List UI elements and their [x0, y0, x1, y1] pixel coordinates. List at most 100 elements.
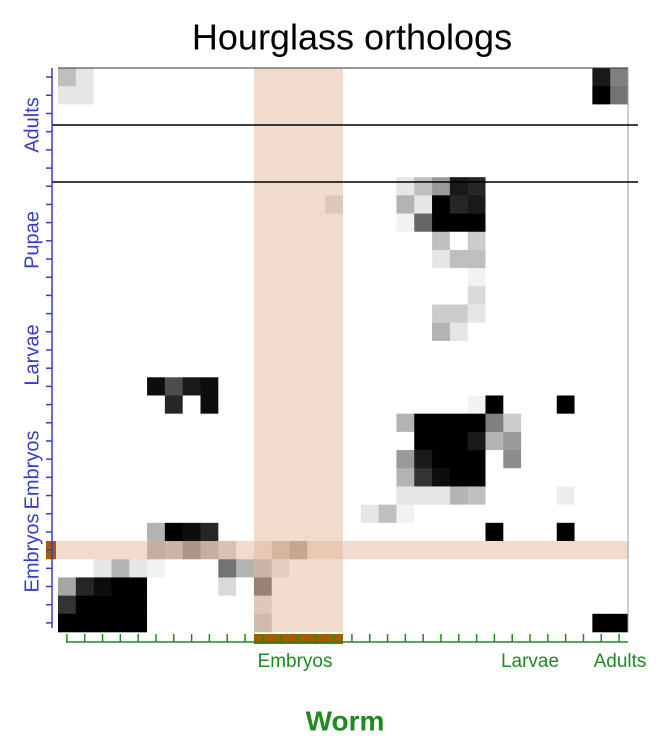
cell: [521, 431, 540, 451]
cell: [218, 377, 237, 396]
cell: [236, 104, 255, 123]
cell: [236, 86, 255, 105]
cell: [592, 413, 611, 433]
cell: [343, 486, 362, 505]
cell: [182, 413, 201, 433]
cell: [236, 231, 255, 251]
cell: [236, 158, 255, 178]
cell: [610, 559, 629, 578]
cell: [432, 68, 451, 87]
cell: [200, 231, 219, 251]
cell: [538, 486, 558, 505]
cell: [58, 304, 77, 324]
cell: [93, 504, 112, 524]
cell: [396, 268, 415, 287]
cell: [236, 522, 255, 542]
cell: [360, 158, 379, 178]
cell: [574, 559, 593, 578]
cell: [378, 595, 397, 615]
cell: [396, 577, 415, 596]
cell: [93, 86, 112, 105]
cell: [75, 140, 94, 160]
cell: [521, 304, 540, 324]
cell: [147, 413, 166, 433]
cell: [111, 559, 130, 578]
cell: [182, 613, 201, 633]
cell: [574, 104, 593, 123]
cell: [521, 340, 540, 360]
x-group-label: Larvae: [501, 651, 559, 672]
cell: [610, 286, 629, 305]
cell: [592, 268, 611, 287]
cell: [343, 431, 362, 451]
cell: [503, 231, 522, 251]
cell: [538, 504, 558, 524]
cell: [147, 468, 166, 487]
cell: [93, 413, 112, 433]
cell: [58, 340, 77, 360]
cell: [147, 359, 166, 378]
cell: [200, 613, 219, 633]
cell: [521, 158, 540, 178]
cell: [538, 431, 558, 451]
cell: [414, 104, 433, 123]
cell: [574, 413, 593, 433]
cell: [75, 177, 94, 196]
cell: [449, 595, 468, 615]
cell: [343, 322, 362, 342]
cell: [592, 522, 611, 542]
cell: [556, 468, 575, 487]
cell: [147, 613, 166, 633]
cell: [93, 304, 112, 324]
cell: [378, 577, 397, 596]
cell: [414, 413, 433, 433]
cell: [111, 340, 130, 360]
cell: [467, 450, 486, 469]
cell: [467, 140, 486, 160]
cell: [129, 104, 148, 123]
cell: [111, 268, 130, 287]
cell: [556, 268, 575, 287]
cell: [378, 450, 397, 469]
cell: [467, 86, 486, 105]
cell: [467, 195, 486, 214]
cell: [58, 122, 77, 142]
cell: [574, 340, 593, 360]
cell: [360, 395, 379, 414]
cell: [93, 104, 112, 123]
cell: [467, 177, 486, 196]
cell: [610, 122, 629, 142]
cell: [93, 395, 112, 414]
cell: [467, 104, 486, 123]
cell: [467, 68, 486, 87]
cell: [467, 213, 486, 233]
cell: [503, 504, 522, 524]
cell: [164, 104, 183, 123]
cell: [129, 359, 148, 378]
cell: [485, 559, 504, 578]
cell: [182, 359, 201, 378]
cell: [414, 468, 433, 487]
cell: [414, 122, 433, 142]
cell: [200, 395, 219, 414]
cell: [610, 413, 629, 433]
cell: [538, 213, 558, 233]
cell: [236, 413, 255, 433]
cell: [75, 559, 94, 578]
cell: [592, 395, 611, 414]
cell: [521, 68, 540, 87]
cell: [200, 177, 219, 196]
cell: [236, 140, 255, 160]
cell: [360, 359, 379, 378]
cell: [396, 595, 415, 615]
cell: [182, 195, 201, 214]
cell: [182, 431, 201, 451]
cell: [414, 195, 433, 214]
cell: [414, 68, 433, 87]
cell: [432, 340, 451, 360]
cell: [182, 231, 201, 251]
cell: [556, 177, 575, 196]
cell: [164, 122, 183, 142]
cell: [343, 559, 362, 578]
cell: [236, 395, 255, 414]
